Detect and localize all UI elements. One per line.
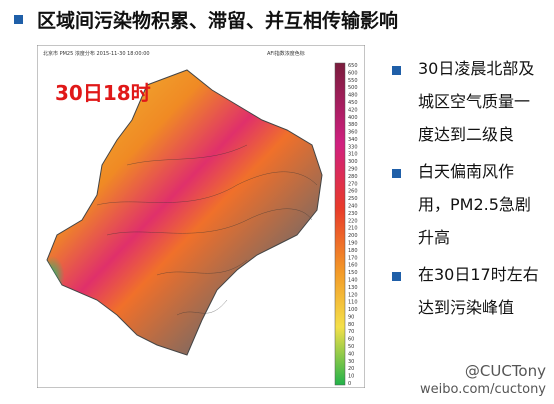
scale-label: 0 [348,381,351,387]
scale-label: 160 [348,263,358,269]
pollution-map: 北京市 PM25 浓度分布 2015-11-30 18:00:00 AFI指数浓… [37,45,365,388]
bullet-text: 在30日17时左右达到污染峰值 [418,265,539,317]
scale-label: 210 [348,226,358,232]
scale-label: 90 [348,314,354,320]
scale-label: 60 [348,337,354,343]
scale-label: 290 [348,167,358,173]
bullet-marker [392,169,401,178]
scale-label: 150 [348,270,358,276]
scale-label: 10 [348,374,354,380]
map-scale-title: AFI指数浓度色标 [267,50,305,57]
scale-label: 190 [348,240,358,246]
watermark-url: weibo.com/cuctony [419,382,546,397]
color-scale [334,62,346,386]
bullet-text: 白天偏南风作用，PM2.5急剧升高 [418,162,531,247]
map-time-label: 30日18时 [55,81,151,105]
bullet: 在30日17时左右达到污染峰值 [392,258,552,324]
map-header: 北京市 PM25 浓度分布 2015-11-30 18:00:00 [43,50,150,57]
scale-label: 550 [348,78,358,84]
bullet: 30日凌晨北部及城区空气质量一度达到二级良 [392,52,552,151]
scale-label: 600 [348,70,358,76]
slide-title: 区域间污染物积累、滞留、并互相传输影响 [14,6,398,33]
scale-label: 400 [348,115,358,121]
bullet-marker [392,66,401,75]
scale-label: 500 [348,85,358,91]
scale-label: 220 [348,218,358,224]
scale-label: 230 [348,211,358,217]
scale-label: 100 [348,307,358,313]
scale-label: 110 [348,300,358,306]
scale-label: 360 [348,130,358,136]
contours [96,144,318,316]
bullet-list: 30日凌晨北部及城区空气质量一度达到二级良 白天偏南风作用，PM2.5急剧升高在3… [392,52,552,328]
scale-label: 140 [348,277,358,283]
scale-label: 650 [348,63,358,69]
scale-label: 340 [348,137,358,143]
scale-label: 180 [348,248,358,254]
scale-label: 330 [348,144,358,150]
scale-label: 70 [348,329,354,335]
scale-label: 260 [348,189,358,195]
bullet-marker [392,272,401,281]
green-area [47,220,97,300]
scale-label: 20 [348,366,354,372]
scale-label: 40 [348,351,354,357]
scale-label: 280 [348,174,358,180]
scale-label: 420 [348,107,358,113]
scale-label: 270 [348,181,358,187]
beijing-region [46,69,323,356]
scale-label: 240 [348,204,358,210]
scale-label: 80 [348,322,354,328]
bullet: 白天偏南风作用，PM2.5急剧升高 [392,155,552,254]
scale-label: 170 [348,255,358,261]
scale-label: 380 [348,122,358,128]
scale-label: 450 [348,100,358,106]
scale-label: 200 [348,233,358,239]
scale-label: 120 [348,292,358,298]
bullet-text: 30日凌晨北部及城区空气质量一度达到二级良 [418,59,535,144]
watermark-handle: @CUCTony [464,362,546,380]
scale-label: 300 [348,159,358,165]
scale-labels: 6506005505004804504204003803603403303103… [348,63,358,387]
scale-label: 250 [348,196,358,202]
scale-label: 50 [348,344,354,350]
title-text: 区域间污染物积累、滞留、并互相传输影响 [37,10,399,32]
scale-label: 480 [348,93,358,99]
scale-label: 310 [348,152,358,158]
scale-label: 30 [348,359,354,365]
scale-label: 130 [348,285,358,291]
